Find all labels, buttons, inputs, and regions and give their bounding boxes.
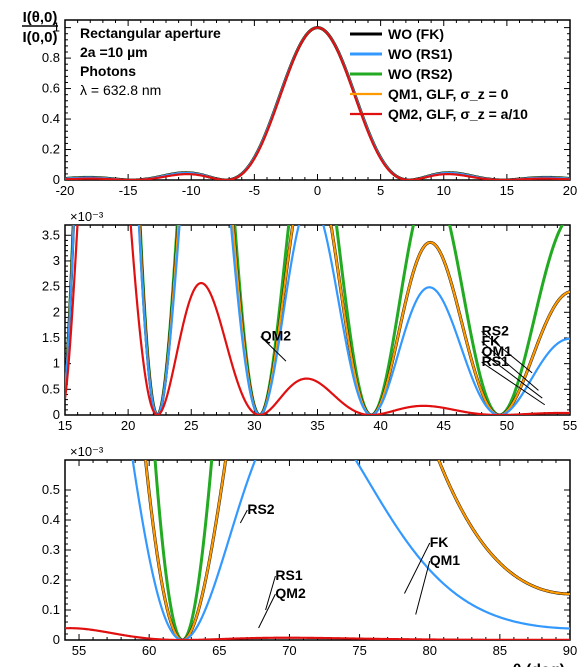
- expo-label: ×10⁻³: [70, 209, 104, 224]
- anno-text: RS2: [247, 501, 274, 517]
- xlabel: θ (deg): [513, 662, 565, 667]
- ylabel-num: I(θ,0): [23, 9, 58, 26]
- ytick-label: 0.4: [42, 111, 60, 126]
- xtick-label: 85: [493, 643, 507, 658]
- ylabel-den: I(0,0): [22, 29, 57, 46]
- ytick-label: 0.5: [42, 482, 60, 497]
- xtick-label: 40: [373, 418, 387, 433]
- ytick-label: 0.2: [42, 142, 60, 157]
- legend-label: WO (FK): [388, 26, 444, 42]
- xtick-label: 60: [142, 643, 156, 658]
- ytick-label: 0.8: [42, 50, 60, 65]
- xtick-label: -5: [249, 183, 261, 198]
- ytick-label: 0: [53, 632, 60, 647]
- figure-container: { "global": { "width": 585, "height": 66…: [0, 0, 585, 667]
- xtick-label: 55: [72, 643, 86, 658]
- info-text: 2a =10 µm: [80, 44, 148, 60]
- xtick-label: 15: [500, 183, 514, 198]
- anno-line: [404, 543, 429, 594]
- xtick-label: 30: [247, 418, 261, 433]
- legend-label: WO (RS2): [388, 66, 453, 82]
- anno-line: [259, 594, 276, 628]
- anno-text: FK: [430, 534, 449, 550]
- series-QM2: [65, 628, 570, 640]
- xtick-label: 35: [310, 418, 324, 433]
- xtick-label: 65: [212, 643, 226, 658]
- ytick-label: 0.5: [42, 381, 60, 396]
- ytick-label: 2: [53, 304, 60, 319]
- anno-text: RS1: [275, 567, 302, 583]
- xtick-label: 0: [314, 183, 321, 198]
- info-text: Rectangular aperture: [80, 25, 221, 41]
- anno-line: [240, 510, 247, 523]
- xtick-label: -15: [119, 183, 138, 198]
- xtick-label: 10: [437, 183, 451, 198]
- ytick-label: 3: [53, 253, 60, 268]
- legend-label: QM2, GLF, σ_z = a/10: [388, 106, 528, 122]
- xtick-label: 55: [563, 418, 577, 433]
- xtick-label: 90: [563, 643, 577, 658]
- ytick-label: 0.4: [42, 512, 60, 527]
- info-text: Photons: [80, 63, 136, 79]
- ytick-label: 1.5: [42, 330, 60, 345]
- xtick-label: 5: [377, 183, 384, 198]
- ytick-label: 0: [53, 172, 60, 187]
- anno-text: RS1: [482, 353, 509, 369]
- xtick-label: 25: [184, 418, 198, 433]
- xtick-label: 20: [121, 418, 135, 433]
- ytick-label: 0: [53, 407, 60, 422]
- ytick-label: 0.2: [42, 572, 60, 587]
- legend-label: WO (RS1): [388, 46, 453, 62]
- ytick-label: 2.5: [42, 279, 60, 294]
- info-text: λ = 632.8 nm: [80, 82, 161, 98]
- ytick-label: 0.3: [42, 542, 60, 557]
- anno-text: QM1: [430, 552, 461, 568]
- expo-label: ×10⁻³: [70, 444, 104, 459]
- legend-label: QM1, GLF, σ_z = 0: [388, 86, 509, 102]
- xtick-label: 70: [282, 643, 296, 658]
- xtick-label: 50: [500, 418, 514, 433]
- anno-text: QM2: [261, 328, 292, 344]
- panel3-axes: [65, 460, 570, 640]
- xtick-label: 80: [422, 643, 436, 658]
- ytick-label: 1: [53, 356, 60, 371]
- figure-svg: -20-15-10-50510152000.20.40.60.811520253…: [0, 0, 585, 667]
- xtick-label: 45: [437, 418, 451, 433]
- xtick-label: 20: [563, 183, 577, 198]
- xtick-label: -10: [182, 183, 201, 198]
- anno-line: [416, 561, 430, 615]
- ytick-label: 0.1: [42, 602, 60, 617]
- ytick-label: 3.5: [42, 227, 60, 242]
- xtick-label: 75: [352, 643, 366, 658]
- anno-text: QM2: [275, 585, 306, 601]
- ytick-label: 0.6: [42, 81, 60, 96]
